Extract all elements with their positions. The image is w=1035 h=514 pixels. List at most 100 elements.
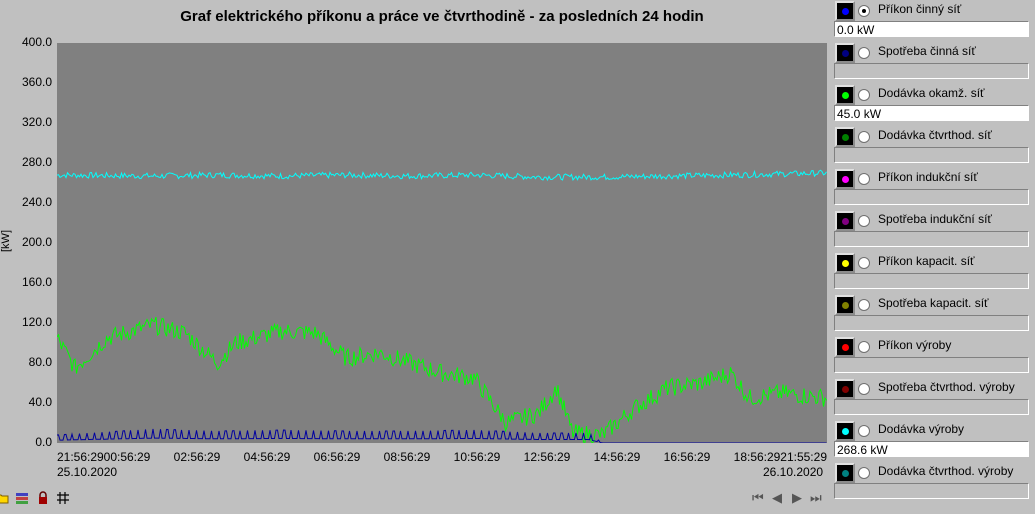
legend-value-field: 45.0 kW	[834, 105, 1029, 121]
chart-title: Graf elektrického příkonu a práce ve čtv…	[180, 8, 704, 25]
x-tick-label: 14:56:29	[593, 450, 641, 464]
plot-area	[57, 43, 827, 443]
series-radio[interactable]	[858, 425, 870, 437]
legend-item[interactable]: Dodávka čtvrthod. síť	[831, 126, 1035, 168]
color-swatch-button[interactable]	[835, 127, 855, 147]
x-tick-label: 21:56:29	[57, 450, 104, 464]
x-tick-label: 10:56:29	[453, 450, 501, 464]
nav-prev-button[interactable]: ◀	[772, 490, 782, 505]
legend-item[interactable]: Příkon výroby	[831, 336, 1035, 378]
series-color-icon	[842, 176, 849, 183]
series-radio[interactable]	[858, 299, 870, 311]
series-radio[interactable]	[858, 5, 870, 17]
color-swatch-button[interactable]	[835, 211, 855, 231]
nav-first-button[interactable]: ⏮	[752, 490, 764, 505]
series-radio[interactable]	[858, 173, 870, 185]
legend-label: Příkon výroby	[878, 338, 952, 352]
color-swatch-button[interactable]	[835, 253, 855, 273]
legend-item[interactable]: Příkon indukční síť	[831, 168, 1035, 210]
series-color-icon	[842, 386, 849, 393]
legend-item[interactable]: Dodávka okamž. síť 45.0 kW	[831, 84, 1035, 126]
layers-icon[interactable]	[15, 491, 29, 505]
legend-item[interactable]: Příkon kapacit. síť	[831, 252, 1035, 294]
y-tick-label: 0.0	[35, 435, 52, 449]
legend-label: Spotřeba kapacit. síť	[878, 296, 989, 310]
color-swatch-button[interactable]	[835, 421, 855, 441]
series-color-icon	[842, 50, 849, 57]
color-swatch-button[interactable]	[835, 1, 855, 21]
y-tick-label: 40.0	[28, 395, 52, 409]
color-swatch-button[interactable]	[835, 85, 855, 105]
color-swatch-button[interactable]	[835, 379, 855, 399]
legend-item[interactable]: Spotřeba činná síť	[831, 42, 1035, 84]
series-color-icon	[842, 8, 849, 15]
y-tick-label: 360.0	[21, 75, 52, 89]
nav-last-button[interactable]: ⏭	[810, 490, 822, 505]
legend-label: Spotřeba činná síť	[878, 44, 976, 58]
legend-label: Dodávka čtvrthod. síť	[878, 128, 992, 142]
series-color-icon	[842, 428, 849, 435]
legend-item[interactable]: Příkon činný síť 0.0 kW	[831, 0, 1035, 42]
legend-item[interactable]: Spotřeba kapacit. síť	[831, 294, 1035, 336]
series-line	[57, 428, 827, 443]
legend-item[interactable]: Spotřeba indukční síť	[831, 210, 1035, 252]
x-tick-label: 18:56:29	[733, 450, 781, 464]
series-radio[interactable]	[858, 383, 870, 395]
lock-icon[interactable]	[36, 491, 50, 505]
legend-value-field	[834, 231, 1029, 247]
y-tick-label: 120.0	[21, 315, 52, 329]
series-radio[interactable]	[858, 341, 870, 353]
series-color-icon	[842, 302, 849, 309]
color-swatch-button[interactable]	[835, 463, 855, 483]
series-line	[57, 316, 827, 443]
x-tick-label: 02:56:29	[173, 450, 221, 464]
series-radio[interactable]	[858, 89, 870, 101]
legend-label: Dodávka čtvrthod. výroby	[878, 464, 1014, 478]
x-tick-label: 16:56:29	[663, 450, 711, 464]
color-swatch-button[interactable]	[835, 169, 855, 189]
legend-label: Dodávka okamž. síť	[878, 86, 985, 100]
legend-item[interactable]: Dodávka čtvrthod. výroby	[831, 462, 1035, 504]
x-tick-label: 06:56:29	[313, 450, 361, 464]
folder-icon[interactable]	[0, 491, 10, 505]
legend-item[interactable]: Dodávka výroby 268.6 kW	[831, 420, 1035, 462]
series-color-icon	[842, 344, 849, 351]
series-color-icon	[842, 218, 849, 225]
legend-value-field: 0.0 kW	[834, 21, 1029, 37]
legend-value-field	[834, 483, 1029, 499]
y-tick-label: 240.0	[21, 195, 52, 209]
grid-icon[interactable]	[56, 491, 70, 505]
y-tick-label: 320.0	[21, 115, 52, 129]
y-tick-label: 400.0	[21, 35, 52, 49]
series-color-icon	[842, 134, 849, 141]
series-color-icon	[842, 260, 849, 267]
legend-label: Příkon činný síť	[878, 2, 962, 16]
chart-svg	[57, 169, 827, 443]
legend-label: Spotřeba indukční síť	[878, 212, 992, 226]
legend-value-field	[834, 189, 1029, 205]
color-swatch-button[interactable]	[835, 337, 855, 357]
series-radio[interactable]	[858, 215, 870, 227]
y-tick-label: 160.0	[21, 275, 52, 289]
x-tick-label: 21:55:29	[780, 450, 827, 464]
legend-value-field	[834, 273, 1029, 289]
color-swatch-button[interactable]	[835, 295, 855, 315]
legend-panel: Příkon činný síť 0.0 kW Spotřeba činná síť…	[831, 0, 1035, 514]
nav-next-button[interactable]: ▶	[792, 490, 802, 505]
series-color-icon	[842, 470, 849, 477]
legend-label: Příkon kapacit. síť	[878, 254, 975, 268]
legend-label: Příkon indukční síť	[878, 170, 978, 184]
series-radio[interactable]	[858, 257, 870, 269]
legend-value-field	[834, 63, 1029, 79]
x-tick-label: 04:56:29	[243, 450, 291, 464]
y-tick-label: 200.0	[21, 235, 52, 249]
x-end-date: 26.10.2020	[763, 465, 824, 479]
color-swatch-button[interactable]	[835, 43, 855, 63]
series-radio[interactable]	[858, 131, 870, 143]
legend-value-field	[834, 147, 1029, 163]
x-tick-label: 12:56:29	[523, 450, 571, 464]
legend-item[interactable]: Spotřeba čtvrthod. výroby	[831, 378, 1035, 420]
series-radio[interactable]	[858, 47, 870, 59]
series-color-icon	[842, 92, 849, 99]
series-radio[interactable]	[858, 467, 870, 479]
